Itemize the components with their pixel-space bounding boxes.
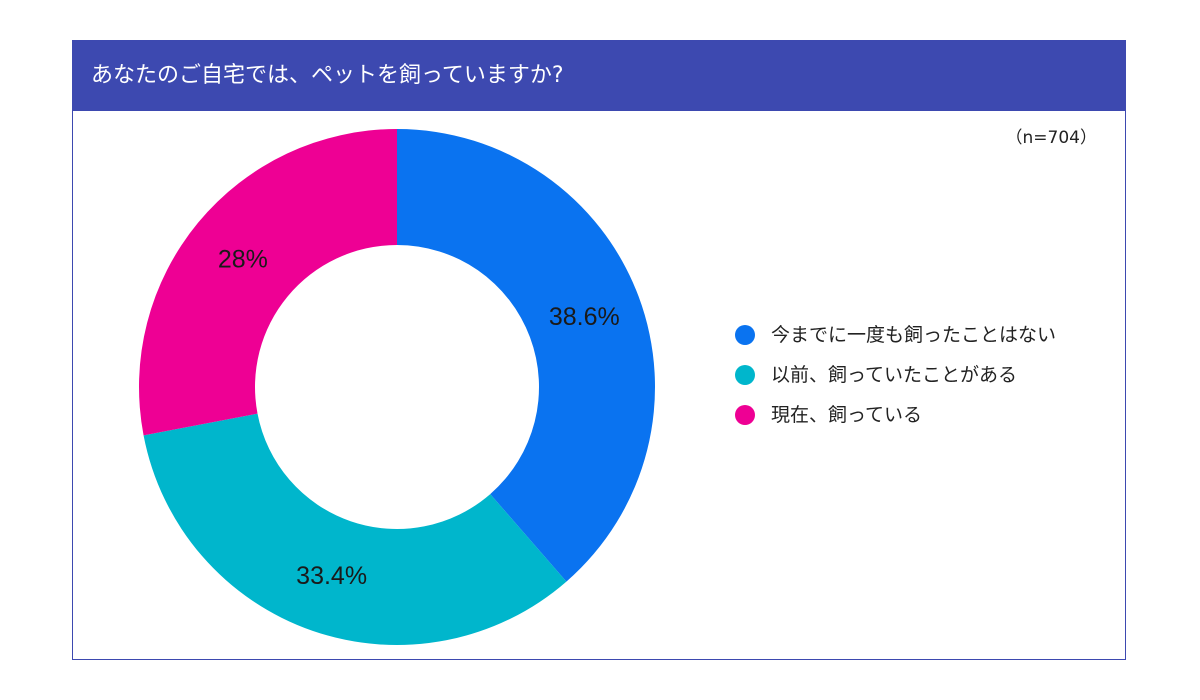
data-label-currently: 28% bbox=[218, 246, 268, 274]
legend-item-currently: 現在、飼っている bbox=[735, 401, 1075, 429]
legend-dot-previously bbox=[735, 365, 755, 385]
legend-item-never: 今までに一度も飼ったことはない bbox=[735, 321, 1075, 349]
legend-dot-currently bbox=[735, 405, 755, 425]
sample-size-label: （n=704） bbox=[1005, 128, 1097, 148]
donut-slice-never bbox=[397, 129, 655, 582]
donut-slice-previously bbox=[143, 413, 567, 645]
legend: 今までに一度も飼ったことはない 以前、飼っていたことがある 現在、飼っている bbox=[735, 321, 1075, 441]
data-label-previously: 33.4% bbox=[296, 562, 367, 590]
legend-label-never: 今までに一度も飼ったことはない bbox=[771, 324, 1057, 346]
data-label-never: 38.6% bbox=[549, 303, 620, 331]
chart-card: あなたのご自宅では、ペットを飼っていますか? （n=704） 38.6% 33.4… bbox=[72, 40, 1126, 660]
legend-item-previously: 以前、飼っていたことがある bbox=[735, 361, 1075, 389]
donut-slice-currently bbox=[139, 129, 397, 436]
legend-label-currently: 現在、飼っている bbox=[771, 404, 923, 426]
chart-title: あなたのご自宅では、ペットを飼っていますか? bbox=[73, 41, 1125, 111]
donut-chart: 38.6% 33.4% 28% bbox=[139, 129, 655, 645]
legend-dot-never bbox=[735, 325, 755, 345]
legend-label-previously: 以前、飼っていたことがある bbox=[771, 364, 1018, 386]
